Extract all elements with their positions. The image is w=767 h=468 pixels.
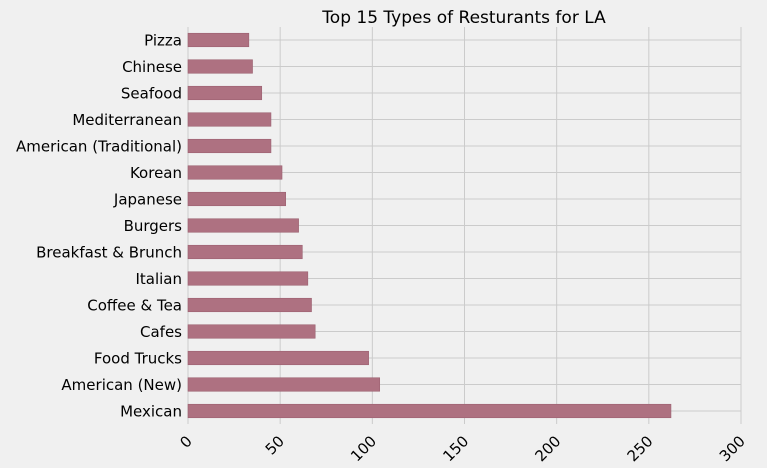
category-label: American (Traditional) [16,138,182,156]
category-label: Italian [135,270,182,288]
bar [187,138,272,154]
x-tick-label: 300 [716,432,749,465]
x-tick-label: 250 [624,432,657,465]
bars [187,32,672,419]
category-label: Breakfast & Brunch [36,244,182,262]
category-label: American (New) [61,376,182,394]
category-label: Cafes [140,323,182,341]
category-label: Food Trucks [94,350,182,368]
category-labels: Mexican American (New) Food Trucks Cafes Cof… [16,32,182,421]
category-label: Korean [130,164,182,182]
bar [187,377,381,392]
category-label: Mediterranean [72,111,182,129]
bar [187,112,272,127]
bar [187,403,672,419]
x-tick-label: 150 [439,432,472,465]
category-label: Seafood [121,85,182,103]
bar [187,271,309,286]
category-label: Mexican [120,403,182,421]
x-tick-label: 100 [347,432,380,465]
bar [187,32,250,48]
category-label: Chinese [122,58,182,76]
x-tick-label: 200 [531,432,564,465]
bar [187,350,369,366]
chart-title: Top 15 Types of Resturants for LA [321,8,606,28]
bar [187,324,316,339]
bar [187,165,283,180]
bar [187,297,312,313]
bar [187,244,303,260]
x-tick-label: 50 [262,432,288,458]
bar [187,191,286,207]
bar [187,59,253,74]
x-tick-label: 0 [176,432,195,451]
bar [187,85,263,101]
category-label: Burgers [124,217,183,235]
category-label: Pizza [144,32,182,50]
category-label: Coffee & Tea [87,297,182,315]
category-label: Japanese [113,191,182,209]
x-tick-labels: 0 50 100 150 200 250 300 [176,432,748,465]
bar [187,218,299,233]
